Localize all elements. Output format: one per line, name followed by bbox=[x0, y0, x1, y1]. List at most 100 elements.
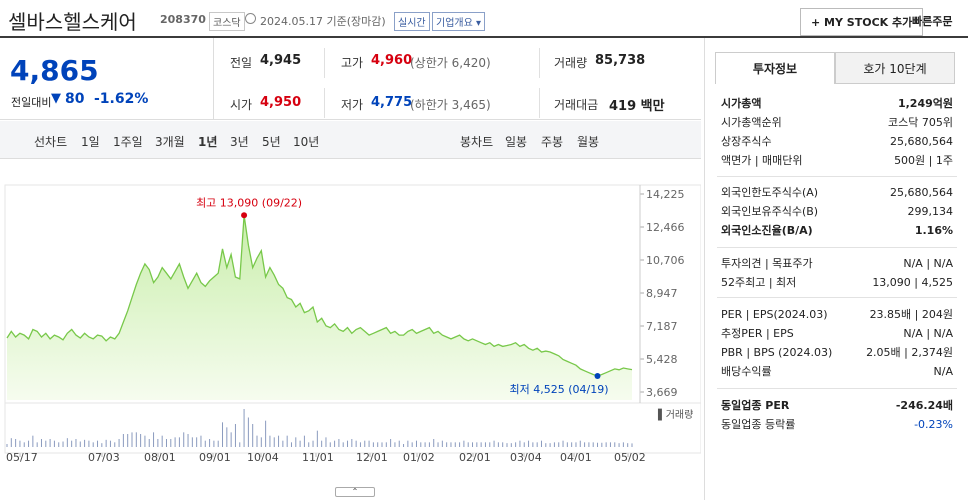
tab-monthly[interactable]: 월봉 bbox=[577, 135, 600, 149]
high-marker bbox=[241, 212, 248, 219]
company-name: 셀바스헬스케어 bbox=[8, 10, 137, 34]
quick-order-label: 빠른주문 bbox=[912, 15, 953, 28]
info-value: N/A | N/A bbox=[903, 257, 953, 270]
info-row: PBR | BPS (2024.03) 2.05배 | 2,374원 bbox=[721, 344, 953, 362]
line-chart-label[interactable]: 선차트 bbox=[34, 135, 68, 149]
x-tick-label: 01/02 bbox=[403, 451, 435, 464]
tab-1d[interactable]: 1일 bbox=[81, 135, 100, 149]
divider bbox=[324, 88, 325, 118]
company-info-label: 기업개요 bbox=[436, 18, 473, 29]
tab-invest-info[interactable]: 투자정보 bbox=[715, 52, 835, 84]
high-label: 고가 bbox=[341, 56, 364, 70]
tab-10y[interactable]: 10년 bbox=[293, 135, 320, 149]
y-tick-label: 8,947 bbox=[646, 287, 678, 300]
y-tick-label: 5,428 bbox=[646, 353, 678, 366]
info-row: 동일업종 등락률 -0.23% bbox=[721, 416, 953, 434]
quick-order-button[interactable]: 빠른주문 bbox=[912, 13, 952, 29]
price-stats: 전일 4,945 고가 4,960 (상한가 6,420) 거래량 85,738… bbox=[214, 38, 701, 120]
header-divider bbox=[0, 36, 968, 38]
my-stock-button[interactable]: + MY STOCK 추가 bbox=[800, 8, 924, 36]
header: 셀바스헬스케어 208370 코스닥 2024.05.17 기준(장마감) 실시… bbox=[0, 0, 968, 36]
tab-1y[interactable]: 1년 bbox=[198, 135, 218, 149]
market-tag: 코스닥 bbox=[209, 12, 245, 31]
tab-daily[interactable]: 일봉 bbox=[505, 135, 528, 149]
info-value: 1.16% bbox=[914, 224, 953, 237]
high-limit: (상한가 6,420) bbox=[410, 56, 491, 70]
info-row: 시가총액 1,249억원 bbox=[721, 95, 953, 113]
company-info-dropdown[interactable]: 기업개요 ▾ bbox=[432, 12, 486, 31]
divider bbox=[324, 48, 325, 78]
section-divider bbox=[717, 388, 957, 389]
chart-scroll-handle[interactable]: ⌃ bbox=[335, 487, 375, 497]
low-label: 저가 bbox=[341, 98, 364, 112]
x-tick-label: 02/01 bbox=[459, 451, 491, 464]
chart-tabs: 선차트 1일 1주일 3개월 1년 3년 5년 10년 봉차트 일봉 주봉 월봉 bbox=[0, 121, 701, 159]
tab-3y[interactable]: 3년 bbox=[230, 135, 249, 149]
info-label: 동일업종 PER bbox=[721, 399, 790, 412]
info-label: 외국인보유주식수(B) bbox=[721, 205, 819, 218]
price-chart-svg: 14,225 12,466 10,706 8,947 7,187 5,428 3,669 최고… bbox=[4, 184, 702, 464]
stock-code: 208370 bbox=[160, 13, 206, 26]
change-label: 전일대비 bbox=[11, 96, 52, 109]
x-tick-label: 12/01 bbox=[356, 451, 388, 464]
x-tick-label: 08/01 bbox=[144, 451, 176, 464]
tab-1w[interactable]: 1주일 bbox=[113, 135, 143, 149]
x-tick-label: 04/01 bbox=[560, 451, 592, 464]
info-row: 외국인소진율(B/A) 1.16% bbox=[721, 222, 953, 240]
info-label: 상장주식수 bbox=[721, 135, 772, 148]
info-row: 동일업종 PER -246.24배 bbox=[721, 397, 953, 415]
info-label: 동일업종 등락률 bbox=[721, 418, 796, 431]
realtime-tag[interactable]: 실시간 bbox=[394, 12, 430, 31]
info-row: 추정PER | EPS N/A | N/A bbox=[721, 325, 953, 343]
low-limit: (하한가 3,465) bbox=[410, 98, 491, 112]
y-tick-label: 3,669 bbox=[646, 386, 678, 399]
x-tick-label: 07/03 bbox=[88, 451, 120, 464]
info-label: 액면가 | 매매단위 bbox=[721, 154, 803, 167]
change-percent: -1.62% bbox=[94, 91, 149, 107]
info-value: -246.24배 bbox=[895, 399, 953, 412]
open-value: 4,950 bbox=[260, 95, 302, 110]
x-tick-label: 03/04 bbox=[510, 451, 542, 464]
section-divider bbox=[717, 176, 957, 177]
info-label: 외국인한도주식수(A) bbox=[721, 186, 819, 199]
tab-quote-10-label: 호가 10단계 bbox=[863, 62, 927, 76]
price-area bbox=[7, 215, 632, 400]
info-value: 13,090 | 4,525 bbox=[872, 276, 953, 289]
info-row: 외국인한도주식수(A) 25,680,564 bbox=[721, 184, 953, 202]
info-row: 시가총액순위 코스닥 705위 bbox=[721, 114, 953, 132]
change-value: 80 bbox=[65, 91, 85, 107]
info-label: 외국인소진율(B/A) bbox=[721, 224, 813, 237]
x-tick-label: 05/02 bbox=[614, 451, 646, 464]
clock-icon bbox=[245, 13, 256, 24]
info-label: PER | EPS(2024.03) bbox=[721, 308, 828, 321]
prev-value: 4,945 bbox=[260, 53, 302, 68]
divider bbox=[539, 88, 540, 118]
date-text: 2024.05.17 기준(장마감) bbox=[260, 15, 386, 28]
info-value: 코스닥 705위 bbox=[888, 116, 953, 129]
down-arrow-icon: ▼ bbox=[51, 91, 61, 106]
tab-3m[interactable]: 3개월 bbox=[155, 135, 185, 149]
x-tick-label: 05/17 bbox=[6, 451, 38, 464]
info-label: PBR | BPS (2024.03) bbox=[721, 346, 833, 359]
y-tick-label: 14,225 bbox=[646, 188, 685, 201]
info-row: 액면가 | 매매단위 500원 | 1주 bbox=[721, 152, 953, 170]
amount-label: 거래대금 bbox=[554, 98, 599, 112]
volume-label: 거래량 bbox=[554, 56, 588, 70]
x-tick-label: 11/01 bbox=[302, 451, 334, 464]
section-divider bbox=[717, 297, 957, 298]
info-row: 투자의견 | 목표주가 N/A | N/A bbox=[721, 255, 953, 273]
tab-quote-10[interactable]: 호가 10단계 bbox=[835, 52, 955, 84]
tab-5y[interactable]: 5년 bbox=[262, 135, 281, 149]
info-row: 외국인보유주식수(B) 299,134 bbox=[721, 203, 953, 221]
info-label: 시가총액순위 bbox=[721, 116, 782, 129]
y-tick-label: 7,187 bbox=[646, 320, 678, 333]
info-label: 시가총액 bbox=[721, 97, 762, 110]
tab-invest-info-label: 투자정보 bbox=[752, 62, 798, 76]
candle-chart-label: 봉차트 bbox=[460, 135, 494, 149]
prev-label: 전일 bbox=[230, 56, 253, 70]
info-row: PER | EPS(2024.03) 23.85배 | 204원 bbox=[721, 306, 953, 324]
tab-weekly[interactable]: 주봉 bbox=[541, 135, 564, 149]
info-value: -0.23% bbox=[914, 418, 953, 431]
chevron-down-icon: ▾ bbox=[476, 18, 482, 29]
